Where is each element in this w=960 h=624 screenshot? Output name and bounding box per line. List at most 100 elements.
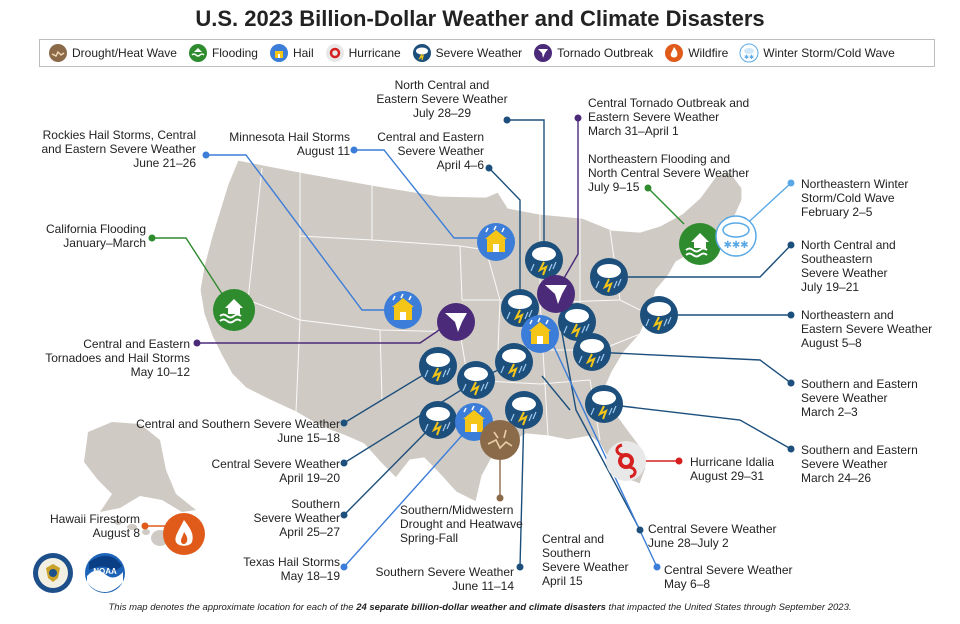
wildfire-icon — [163, 513, 205, 555]
noaa-logo-text: NOAA — [93, 567, 117, 576]
leader-dot — [503, 116, 511, 124]
legend-item-drought: Drought/Heat Wave — [48, 43, 177, 63]
flooding-icon — [188, 44, 207, 62]
event-label-hurricane-idalia: Hurricane Idalia August 29–31 — [690, 455, 775, 483]
footer-suffix: that impacted the United States through … — [605, 602, 852, 613]
legend-label: Flooding — [211, 46, 258, 60]
event-label-southern-june-11: Southern Severe Weather June 11–14 — [375, 565, 514, 593]
event-label-southern-eastern-march-24: Southern and Eastern Severe Weather Marc… — [801, 443, 918, 485]
event-label-north-central-eastern-july: North Central and Eastern Severe Weather… — [376, 78, 508, 120]
severe-weather-icon — [412, 44, 431, 62]
severe-weather-icon — [558, 303, 596, 341]
footer-note: This map denotes the approximate locatio… — [0, 602, 960, 613]
event-label-northeastern-flooding: Northeastern Flooding and North Central … — [588, 152, 750, 194]
legend-item-winter-storm: ✱✱ Winter Storm/Cold Wave — [739, 43, 895, 63]
legend-item-hail: Hail — [269, 43, 314, 63]
event-label-texas-hail: Texas Hail Storms May 18–19 — [243, 555, 340, 583]
event-label-central-june-28: Central Severe Weather June 28–July 2 — [648, 522, 777, 550]
leader-dot — [350, 146, 358, 154]
hail-markers — [384, 223, 559, 441]
flooding-icon — [679, 223, 721, 265]
winter-storm-icon: ✱✱ — [739, 43, 759, 63]
leader-dot — [148, 234, 156, 242]
legend-label: Tornado Outbreak — [557, 46, 654, 60]
leader-line — [343, 419, 439, 516]
severe-weather-icon — [525, 241, 563, 279]
legend-item-tornado: Tornado Outbreak — [533, 43, 653, 63]
severe-weather-icon — [501, 289, 539, 327]
event-label-north-central-southeastern: North Central and Southeastern Severe We… — [801, 238, 896, 294]
leader-line — [541, 375, 571, 411]
legend-item-wildfire: Wildfire — [664, 43, 728, 63]
hurricane-icon — [325, 44, 344, 62]
leader-line — [488, 167, 521, 290]
event-label-northeastern-winter-storm: Northeastern Winter Storm/Cold Wave Febr… — [801, 177, 909, 219]
leader-dot — [644, 184, 652, 192]
commerce-seal-logo — [33, 553, 73, 593]
leader-dot — [141, 522, 149, 530]
leader-line — [603, 403, 792, 450]
severe-weather-icon — [590, 258, 628, 296]
leader-dot — [787, 179, 795, 187]
severe-weather-icon — [457, 361, 495, 399]
leader-dot — [787, 311, 795, 319]
legend-item-hurricane: Hurricane — [325, 43, 401, 63]
event-label-rockies-hail: Rockies Hail Storms, Central and Eastern… — [41, 128, 196, 170]
leader-dot — [675, 457, 683, 465]
event-label-drought-heatwave: Southern/Midwestern Drought and Heatwave… — [400, 503, 523, 545]
leader-dot — [636, 526, 644, 534]
event-label-central-eastern-tornadoes: Central and Eastern Tornadoes and Hail S… — [45, 337, 190, 379]
tornado-icon — [537, 275, 575, 313]
wildfire-icon — [665, 44, 684, 62]
event-label-southern-april-25: Southern Severe Weather April 25–27 — [253, 497, 341, 539]
hail-icon — [521, 315, 559, 353]
legend-label: Hurricane — [348, 46, 401, 60]
leader-line — [507, 119, 545, 242]
severe-weather-icon — [495, 343, 533, 381]
leader-dot — [653, 563, 661, 571]
leader-line — [559, 321, 641, 531]
leader-dot — [787, 241, 795, 249]
event-label-central-may-6: Central Severe Weather May 6–8 — [664, 563, 793, 591]
hail-icon — [384, 291, 422, 329]
legend-item-flooding: Flooding — [188, 43, 258, 63]
legend-label: Hail — [292, 46, 314, 60]
leader-line — [519, 411, 525, 568]
severe-weather-icon — [505, 391, 543, 429]
leader-dot — [193, 339, 201, 347]
severe-weather-icon — [573, 333, 611, 371]
event-label-central-southern-june: Central and Southern Severe Weather June… — [136, 417, 340, 445]
tornado-icon — [534, 44, 553, 62]
leader-line — [152, 237, 227, 301]
footer-bold: 24 separate billion-dollar weather and c… — [356, 602, 606, 613]
legend-label: Severe Weather — [435, 46, 523, 60]
severe-weather-icon — [419, 347, 457, 385]
event-label-southern-eastern-march-2: Southern and Eastern Severe Weather Marc… — [801, 377, 918, 419]
svg-text:✱✱✱: ✱✱✱ — [723, 240, 748, 251]
event-label-hawaii-firestorm: Hawaii Firestorm August 8 — [49, 512, 140, 540]
severe-weather-icon — [640, 296, 678, 334]
leader-line — [628, 244, 792, 278]
legend: Drought/Heat Wave Flooding Hail Hurrican… — [39, 39, 935, 67]
severe-weather-icon — [419, 401, 457, 439]
event-label-minnesota-hail: Minnesota Hail Storms August 11 — [229, 130, 350, 158]
legend-label: Drought/Heat Wave — [72, 46, 177, 60]
leader-dot — [340, 459, 348, 467]
legend-label: Wildfire — [688, 46, 729, 60]
leader-dot — [202, 151, 210, 159]
hail-icon — [477, 223, 515, 261]
tornado-icon — [437, 303, 475, 341]
event-label-california-flooding: California Flooding January–March — [45, 222, 146, 250]
hurricane-icon — [606, 441, 646, 481]
severe-weather-markers — [419, 241, 678, 439]
leader-line — [591, 351, 792, 384]
leader-dot — [787, 379, 795, 387]
drought-icon — [49, 44, 67, 62]
flooding-icon — [213, 289, 255, 331]
leader-dot — [516, 563, 524, 571]
leader-line — [354, 149, 494, 239]
hail-icon — [269, 44, 288, 62]
leader-dot — [340, 419, 348, 427]
leader-line — [206, 154, 396, 311]
event-label-central-eastern-april: Central and Eastern Severe Weather April… — [377, 130, 484, 172]
